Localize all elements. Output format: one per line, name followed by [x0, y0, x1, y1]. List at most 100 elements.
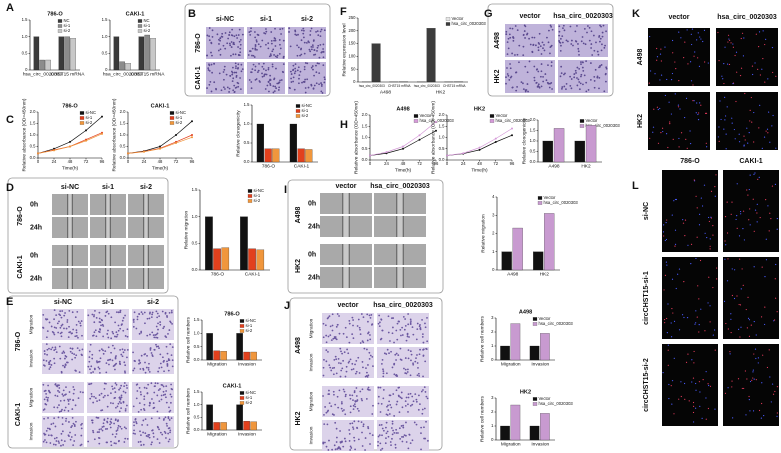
cell	[767, 132, 769, 134]
cell	[768, 230, 770, 232]
cell	[318, 72, 321, 74]
cell	[133, 367, 136, 370]
cell	[706, 146, 708, 148]
cell	[687, 63, 689, 65]
cell	[318, 56, 321, 59]
cell	[103, 418, 106, 421]
cell	[740, 288, 742, 290]
cell	[118, 401, 121, 403]
cell	[118, 410, 121, 413]
cell	[252, 54, 255, 57]
cell	[343, 437, 346, 440]
cell	[656, 47, 658, 50]
cell	[165, 390, 168, 392]
cell	[72, 444, 75, 447]
cell	[367, 364, 369, 366]
cell	[63, 314, 66, 317]
cell	[396, 322, 399, 325]
cell	[170, 354, 173, 357]
cell	[166, 365, 169, 367]
cell	[290, 77, 293, 80]
cell	[280, 79, 283, 81]
bar	[45, 59, 51, 71]
cell	[59, 326, 62, 329]
cell	[388, 413, 391, 415]
cell	[393, 415, 396, 417]
cell	[169, 321, 172, 324]
cell	[167, 332, 169, 335]
cell	[753, 173, 755, 175]
legend-swatch	[295, 104, 301, 108]
cell	[377, 386, 380, 389]
cell	[514, 54, 516, 56]
cell	[98, 367, 101, 370]
wound-gap	[105, 217, 111, 238]
cell	[302, 32, 305, 35]
cell	[48, 368, 51, 370]
cell	[91, 357, 94, 360]
point	[159, 147, 161, 150]
cell	[117, 324, 120, 327]
cell	[143, 398, 146, 401]
cell	[63, 440, 66, 443]
point	[446, 154, 448, 157]
cell	[132, 325, 135, 328]
cell	[138, 332, 141, 335]
cell	[707, 407, 710, 410]
cell	[163, 325, 166, 328]
legend-label: si-NC	[254, 188, 264, 193]
cell	[218, 38, 220, 41]
legend-swatch	[532, 402, 538, 406]
cell	[351, 422, 354, 425]
cell	[528, 60, 531, 63]
cell	[105, 362, 108, 365]
cell	[420, 426, 423, 429]
cell	[416, 362, 419, 364]
cell	[666, 78, 668, 81]
cell	[657, 142, 660, 144]
cell	[724, 240, 726, 242]
cell	[425, 395, 428, 398]
cell	[589, 78, 592, 81]
cell	[512, 39, 515, 42]
cell	[736, 183, 738, 185]
cell	[45, 392, 47, 395]
cell	[148, 317, 151, 320]
cell	[707, 383, 709, 385]
cell	[168, 311, 171, 314]
cell	[157, 370, 160, 373]
bar	[544, 213, 555, 271]
cell	[159, 323, 162, 326]
cell	[714, 329, 716, 331]
cell	[43, 398, 46, 401]
cell	[164, 312, 167, 315]
cell	[57, 384, 59, 387]
cell	[362, 423, 365, 426]
legend-label: NC	[144, 18, 150, 23]
cell	[347, 352, 350, 355]
cell	[115, 311, 118, 314]
cell	[145, 366, 148, 369]
cell	[160, 383, 163, 386]
y-tick-label: 1	[491, 423, 494, 428]
cell	[170, 383, 172, 386]
cell	[319, 35, 322, 38]
cell	[707, 62, 709, 64]
cell	[226, 42, 229, 45]
point	[462, 152, 465, 155]
column-header: vector	[335, 183, 356, 190]
cell	[56, 385, 59, 388]
cell	[656, 56, 659, 58]
cell	[426, 340, 429, 343]
cell	[298, 82, 300, 85]
cell	[385, 426, 387, 429]
x-tick-label: 72	[417, 161, 422, 166]
cell	[685, 361, 688, 363]
cell	[53, 333, 56, 336]
cell	[378, 314, 381, 317]
y-axis-label: Relative cell numbers	[479, 315, 485, 361]
cell	[88, 383, 91, 386]
cell	[106, 441, 109, 444]
legend-label: si-2	[246, 328, 253, 333]
x-tick-label: hsa_circ_0020303	[23, 71, 63, 77]
